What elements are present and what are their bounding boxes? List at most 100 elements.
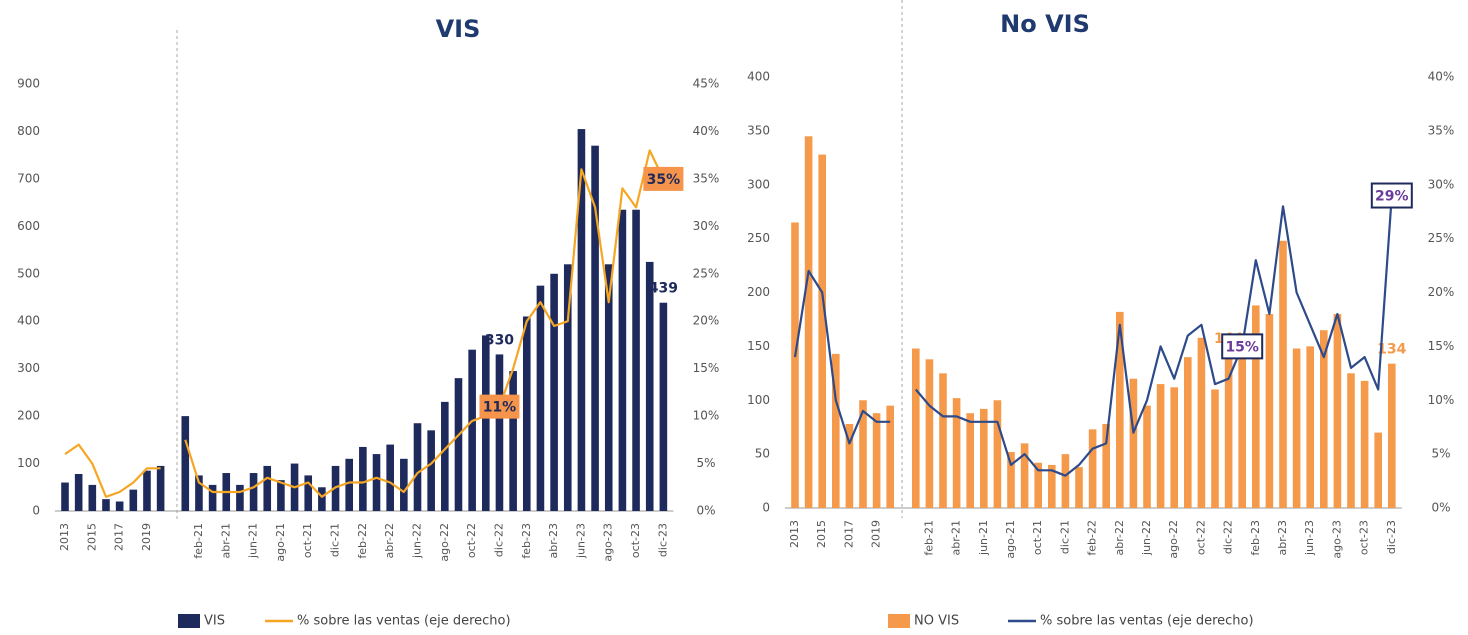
x-tick-label: feb-23 bbox=[520, 523, 533, 559]
bar bbox=[129, 489, 138, 511]
bar bbox=[618, 209, 627, 511]
bar bbox=[804, 136, 813, 508]
bar bbox=[1007, 451, 1015, 508]
y-tick-label: 0 bbox=[32, 504, 40, 518]
bar bbox=[1347, 373, 1355, 508]
bar bbox=[88, 484, 97, 511]
bar bbox=[818, 154, 826, 508]
bar bbox=[1265, 314, 1274, 508]
y2-tick-label: 30% bbox=[1428, 177, 1455, 191]
bar bbox=[1374, 432, 1382, 508]
bar bbox=[550, 273, 558, 511]
bar bbox=[249, 473, 258, 511]
bar bbox=[468, 349, 476, 511]
bar bbox=[1102, 423, 1110, 508]
bar bbox=[591, 145, 599, 511]
bar bbox=[115, 501, 124, 511]
bar bbox=[454, 378, 463, 511]
x-tick-label: ago-21 bbox=[1004, 520, 1017, 559]
bar bbox=[195, 475, 203, 511]
chart-title: VIS bbox=[436, 15, 481, 43]
bar bbox=[74, 473, 83, 511]
bar bbox=[208, 484, 217, 511]
y2-tick-label: 35% bbox=[1428, 123, 1455, 137]
y-tick-label: 400 bbox=[747, 70, 770, 84]
x-tick-label: abr-22 bbox=[383, 523, 396, 559]
x-tick-label: ago-23 bbox=[1330, 520, 1343, 559]
bar bbox=[791, 222, 799, 508]
y-tick-label: 100 bbox=[747, 393, 770, 407]
bar bbox=[1048, 464, 1056, 508]
x-tick-label: 2019 bbox=[140, 523, 153, 551]
legend-label: NO VIS bbox=[914, 614, 959, 629]
bar bbox=[1320, 330, 1328, 508]
x-tick-label: 2019 bbox=[870, 520, 883, 548]
y2-tick-label: 45% bbox=[693, 77, 720, 91]
y2-tick-label: 20% bbox=[1428, 285, 1455, 299]
bar bbox=[859, 400, 867, 508]
x-tick-label: ago-21 bbox=[274, 523, 287, 562]
bar bbox=[495, 354, 504, 511]
line bbox=[64, 149, 665, 498]
bar bbox=[1211, 389, 1219, 508]
x-tick-label: feb-21 bbox=[192, 523, 205, 559]
x-tick-label: jun-22 bbox=[1140, 520, 1153, 556]
bar bbox=[645, 261, 654, 511]
bar bbox=[1306, 346, 1314, 508]
bar bbox=[1224, 352, 1233, 508]
x-tick-label: dic-23 bbox=[656, 523, 669, 557]
bar bbox=[482, 335, 490, 511]
x-tick-label: ago-23 bbox=[602, 523, 615, 562]
x-tick-label: dic-22 bbox=[1222, 520, 1235, 554]
y-tick-label: 400 bbox=[17, 314, 40, 328]
x-tick-label: jun-22 bbox=[411, 523, 424, 559]
x-tick-label: abr-22 bbox=[1113, 520, 1126, 556]
y-tick-label: 0 bbox=[762, 501, 770, 515]
bar bbox=[427, 430, 435, 511]
x-tick-label: jun-21 bbox=[247, 523, 260, 559]
bar bbox=[966, 413, 974, 508]
bar bbox=[1184, 357, 1192, 508]
y-tick-label: 300 bbox=[747, 177, 770, 191]
x-tick-label: 2015 bbox=[85, 523, 98, 551]
line-label: 29% bbox=[1375, 189, 1409, 205]
bar bbox=[536, 285, 545, 511]
bar bbox=[277, 480, 285, 511]
label-box bbox=[1370, 182, 1413, 209]
bar bbox=[386, 444, 394, 511]
y2-tick-label: 30% bbox=[693, 219, 720, 233]
line-label: 11% bbox=[483, 400, 517, 416]
bar bbox=[632, 209, 640, 511]
bar bbox=[236, 484, 244, 511]
bar bbox=[993, 400, 1002, 508]
bar-label: 439 bbox=[649, 281, 678, 297]
label-box bbox=[1221, 333, 1264, 360]
line bbox=[793, 195, 1393, 477]
x-tick-label: 2015 bbox=[815, 520, 828, 548]
bar bbox=[156, 465, 165, 511]
bar bbox=[181, 416, 190, 511]
bar-label: 134 bbox=[1377, 342, 1406, 358]
y-tick-label: 150 bbox=[747, 339, 770, 353]
bar bbox=[441, 401, 449, 511]
y-tick-label: 900 bbox=[17, 77, 40, 91]
legend-swatch bbox=[888, 614, 910, 628]
bar bbox=[1034, 462, 1042, 508]
legend-swatch bbox=[178, 614, 200, 628]
bar bbox=[1238, 357, 1246, 508]
x-tick-label: oct-23 bbox=[1358, 520, 1371, 555]
y2-tick-label: 0% bbox=[1431, 501, 1450, 515]
y2-tick-label: 10% bbox=[1428, 393, 1455, 407]
bar bbox=[1156, 384, 1165, 508]
x-tick-label: jun-23 bbox=[1303, 520, 1316, 556]
x-tick-label: abr-23 bbox=[547, 523, 560, 559]
legend-label: VIS bbox=[204, 614, 225, 629]
bar bbox=[1333, 314, 1342, 508]
bar bbox=[886, 405, 894, 508]
y2-tick-label: 25% bbox=[1428, 231, 1455, 245]
bar bbox=[1116, 311, 1124, 508]
bar bbox=[832, 353, 840, 508]
x-tick-label: 2013 bbox=[58, 523, 71, 551]
bar bbox=[1360, 380, 1369, 508]
